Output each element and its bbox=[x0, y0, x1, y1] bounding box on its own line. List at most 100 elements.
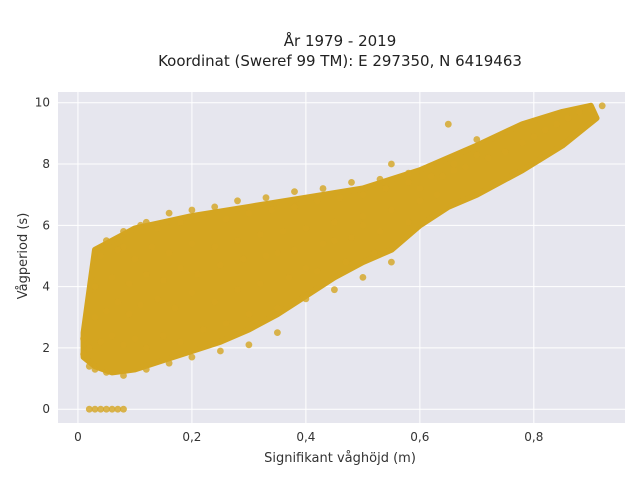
data-point bbox=[336, 194, 344, 202]
data-point bbox=[234, 286, 241, 294]
data-point bbox=[388, 258, 395, 266]
chart-title: År 1979 - 2019 bbox=[284, 31, 397, 50]
data-point bbox=[125, 310, 133, 318]
data-point bbox=[587, 105, 595, 113]
data-point bbox=[165, 209, 173, 217]
data-point bbox=[450, 166, 458, 174]
data-point bbox=[85, 344, 93, 352]
data-point bbox=[564, 114, 572, 122]
data-point bbox=[103, 369, 110, 376]
x-tick-label: 0 bbox=[74, 430, 82, 444]
data-point bbox=[262, 194, 270, 202]
data-point bbox=[142, 271, 150, 278]
data-point bbox=[359, 212, 367, 220]
data-point bbox=[234, 197, 241, 205]
data-point bbox=[388, 160, 395, 168]
data-point bbox=[148, 243, 156, 251]
data-point bbox=[239, 255, 247, 263]
data-point bbox=[427, 172, 435, 180]
data-point bbox=[85, 362, 93, 370]
data-point bbox=[217, 261, 224, 269]
data-point bbox=[188, 353, 196, 361]
data-point bbox=[97, 338, 105, 346]
data-point bbox=[462, 163, 469, 171]
data-point bbox=[359, 221, 367, 229]
data-point bbox=[160, 332, 167, 340]
x-tick-labels: 0 0,2 0,4 0,6 0,8 bbox=[74, 430, 543, 444]
y-tick-label: 4 bbox=[42, 280, 50, 294]
data-point bbox=[291, 188, 298, 196]
data-point bbox=[222, 320, 230, 327]
data-point bbox=[108, 405, 116, 413]
data-point bbox=[103, 307, 110, 315]
data-point bbox=[91, 405, 99, 413]
data-point bbox=[177, 218, 184, 226]
data-point bbox=[154, 295, 162, 303]
data-point bbox=[302, 225, 310, 232]
data-point bbox=[97, 252, 105, 260]
data-point bbox=[80, 335, 87, 343]
data-point bbox=[405, 169, 412, 177]
data-point bbox=[177, 264, 184, 272]
x-axis-label: Signifikant våghöjd (m) bbox=[264, 451, 416, 466]
data-point bbox=[473, 136, 481, 143]
data-point bbox=[285, 274, 293, 281]
data-point bbox=[245, 209, 253, 217]
y-tick-label: 8 bbox=[42, 157, 50, 171]
data-point bbox=[473, 151, 481, 159]
data-point bbox=[388, 206, 395, 214]
data-point bbox=[348, 179, 355, 186]
data-point bbox=[85, 405, 93, 413]
data-point bbox=[120, 405, 127, 413]
data-point bbox=[439, 172, 446, 180]
data-point bbox=[125, 280, 133, 287]
data-point bbox=[279, 228, 287, 235]
data-point bbox=[91, 313, 99, 321]
data-point bbox=[165, 249, 173, 257]
data-point bbox=[450, 160, 458, 168]
data-point bbox=[376, 228, 384, 235]
chart-subtitle: Koordinat (Sweref 99 TM): E 297350, N 64… bbox=[158, 52, 522, 70]
data-point bbox=[444, 120, 452, 128]
data-point bbox=[199, 326, 207, 333]
data-point bbox=[245, 310, 253, 318]
data-point bbox=[319, 185, 327, 192]
data-point bbox=[274, 249, 281, 257]
data-point bbox=[541, 126, 549, 134]
data-point bbox=[416, 197, 424, 205]
x-tick-label: 0,6 bbox=[410, 430, 429, 444]
data-point bbox=[245, 341, 253, 349]
y-tick-label: 2 bbox=[42, 341, 50, 355]
data-point bbox=[405, 179, 412, 186]
data-point bbox=[188, 289, 196, 297]
data-point bbox=[416, 185, 424, 192]
y-tick-label: 10 bbox=[35, 96, 50, 110]
data-point bbox=[80, 350, 87, 358]
data-point bbox=[274, 304, 281, 312]
x-tick-label: 0,2 bbox=[182, 430, 201, 444]
data-point bbox=[256, 280, 264, 287]
data-point bbox=[331, 286, 338, 294]
data-point bbox=[142, 366, 150, 373]
data-point bbox=[188, 240, 196, 248]
data-points bbox=[80, 102, 606, 413]
data-point bbox=[137, 301, 145, 309]
data-point bbox=[222, 215, 230, 223]
data-point bbox=[274, 329, 281, 336]
data-point bbox=[291, 246, 298, 254]
data-point bbox=[114, 405, 122, 413]
data-point bbox=[120, 228, 127, 235]
data-point bbox=[405, 218, 412, 226]
data-point bbox=[211, 298, 219, 306]
data-point bbox=[530, 133, 538, 140]
data-point bbox=[91, 366, 99, 373]
data-point bbox=[382, 185, 390, 192]
data-point bbox=[302, 295, 310, 303]
data-point bbox=[154, 225, 162, 232]
data-point bbox=[256, 231, 264, 238]
data-point bbox=[427, 163, 435, 171]
data-point bbox=[302, 264, 310, 272]
data-point bbox=[433, 191, 441, 199]
y-tick-label: 0 bbox=[42, 402, 50, 416]
data-point bbox=[188, 206, 196, 214]
